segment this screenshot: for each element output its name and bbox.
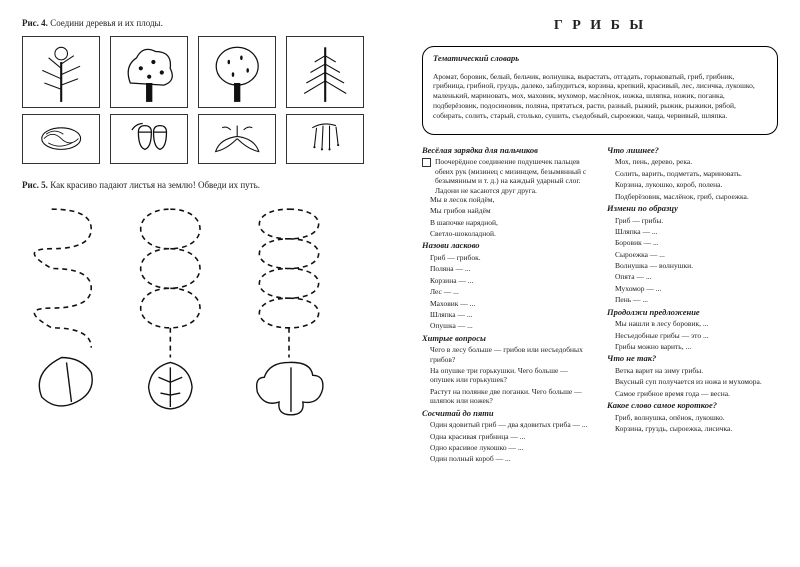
b-s2-l2: Боровик — ... (615, 238, 778, 247)
a-s3-list: Чего в лесу больше — грибов или несъедоб… (422, 345, 593, 405)
a-s1-l2: В шапочке нарядной, (430, 218, 593, 227)
fig5-caption: Рис. 5. Как красиво падают листья на зем… (22, 180, 378, 190)
a-s3-title: Хитрые вопросы (422, 333, 593, 344)
a-s3-l0: Чего в лесу больше — грибов или несъедоб… (430, 345, 593, 364)
tree-cell-2 (110, 36, 188, 108)
b-s1-list: Мох, пень, дерево, река. Солить, варить,… (607, 157, 778, 201)
b-s5-title: Какое слово самое короткое? (607, 400, 778, 411)
a-s1-note-wrap: Поочерёдное соединение подушечек пальцев… (422, 157, 593, 195)
b-s2-l6: Мухомор — ... (615, 284, 778, 293)
b-s3-l1: Несъедобные грибы — это ... (615, 331, 778, 340)
fig5-text: Как красиво падают листья на землю! Обве… (50, 180, 260, 190)
maple-seed-icon (203, 117, 271, 160)
fig4-caption: Рис. 4. Соедини деревья и их плоды. (22, 18, 378, 28)
a-s4-list: Один ядовитый гриб — два ядовитых гриба … (422, 420, 593, 464)
a-s2-l6: Опушка — ... (430, 321, 593, 330)
acorn-icon (115, 117, 183, 160)
vocab-body: Аромат, боровик, белый, бельчик, волнушк… (433, 72, 767, 121)
fig4-text: Соедини деревья и их плоды. (50, 18, 163, 28)
b-s2-l7: Пень — ... (615, 295, 778, 304)
tree-cell-3 (198, 36, 276, 108)
a-s2-l0: Гриб — грибок. (430, 253, 593, 262)
fruit-cell-4 (286, 114, 364, 164)
a-s1-l3: Светло-шоколадной. (430, 229, 593, 238)
tree-fruit-grid (22, 36, 378, 164)
b-s5-l0: Гриб, волнушка, опёнок, лукошко. (615, 413, 778, 422)
a-s2-l2: Корзина — ... (430, 276, 593, 285)
fig5-label: Рис. 5. (22, 180, 48, 190)
leaf-paths-svg (22, 198, 378, 428)
b-s5-l1: Корзина, груздь, сыроежка, лисичка. (615, 424, 778, 433)
right-page: Г Р И Б Ы Тематический словарь Аромат, б… (400, 0, 800, 567)
tree-4-icon (291, 41, 359, 104)
a-s4-l0: Один ядовитый гриб — два ядовитых гриба … (430, 420, 593, 429)
fig4-label: Рис. 4. (22, 18, 48, 28)
b-s2-l1: Шляпка — ... (615, 227, 778, 236)
a-s2-list: Гриб — грибок. Поляна — ... Корзина — ..… (422, 253, 593, 331)
tree-cell-4 (286, 36, 364, 108)
a-s4-l1: Одна красивая грибница — ... (430, 432, 593, 441)
a-s1-l0: Мы в лесок пойдём, (430, 195, 593, 204)
b-s2-list: Гриб — грибы. Шляпка — ... Боровик — ...… (607, 216, 778, 305)
b-s4-l0: Ветка варит на зиму грибы. (615, 366, 778, 375)
fruit-cell-1 (22, 114, 100, 164)
tree-1-icon (27, 41, 95, 104)
a-s2-l4: Маховик — ... (430, 299, 593, 308)
a-s1-verse: Мы в лесок пойдём, Мы грибов найдём В ша… (422, 195, 593, 239)
b-s2-l0: Гриб — грибы. (615, 216, 778, 225)
tree-3-icon (203, 41, 271, 104)
b-s4-l2: Самое грибное время года — весна. (615, 389, 778, 398)
a-s3-l1: На опушке три горькушки. Чего больше — о… (430, 366, 593, 385)
a-s2-l5: Шляпка — ... (430, 310, 593, 319)
b-s3-l2: Грибы можно варить, ... (615, 342, 778, 351)
tree-cell-1 (22, 36, 100, 108)
a-s2-l1: Поляна — ... (430, 264, 593, 273)
b-s1-l1: Солить, варить, подметать, мариновать. (615, 169, 778, 178)
a-s4-l3: Один полный короб — ... (430, 454, 593, 463)
a-s1-note: Поочерёдное соединение подушечек пальцев… (435, 157, 593, 195)
b-s3-l0: Мы нашли в лесу боровик, ... (615, 319, 778, 328)
b-s2-title: Измени по образцу (607, 203, 778, 214)
vocab-title: Тематический словарь (433, 53, 767, 64)
a-s2-l3: Лес — ... (430, 287, 593, 296)
b-s1-l2: Корзина, лукошко, короб, полена. (615, 180, 778, 189)
fruit-cell-2 (110, 114, 188, 164)
vocab-box: Тематический словарь Аромат, боровик, бе… (422, 46, 778, 135)
b-s1-l0: Мох, пень, дерево, река. (615, 157, 778, 166)
b-s3-list: Мы нашли в лесу боровик, ... Несъедобные… (607, 319, 778, 351)
content-columns: Весёлая зарядка для пальчиков Поочерёдно… (422, 145, 778, 466)
b-s2-l4: Волнушка — волнушки. (615, 261, 778, 270)
a-s1-l1: Мы грибов найдём (430, 206, 593, 215)
cone-icon (27, 117, 95, 160)
a-s3-l2: Растут на полянке две поганки. Чего боль… (430, 387, 593, 406)
b-s4-l1: Вкусный суп получается из ножа и мухомор… (615, 377, 778, 386)
fruit-cell-3 (198, 114, 276, 164)
b-s2-l5: Опята — ... (615, 272, 778, 281)
catkin-icon (291, 117, 359, 160)
column-b: Что лишнее? Мох, пень, дерево, река. Сол… (607, 145, 778, 466)
a-s4-l2: Одно красивое лукошко — ... (430, 443, 593, 452)
b-s1-title: Что лишнее? (607, 145, 778, 156)
a-s1-title: Весёлая зарядка для пальчиков (422, 145, 593, 156)
b-s3-title: Продолжи предложение (607, 307, 778, 318)
checkbox-icon (422, 158, 431, 167)
b-s5-list: Гриб, волнушка, опёнок, лукошко. Корзина… (607, 413, 778, 434)
a-s4-title: Сосчитай до пяти (422, 408, 593, 419)
b-s2-l3: Сыроежка — ... (615, 250, 778, 259)
leaf-tracing-area (22, 198, 378, 428)
page-title: Г Р И Б Ы (422, 18, 778, 34)
tree-2-icon (115, 41, 183, 104)
b-s4-list: Ветка варит на зиму грибы. Вкусный суп п… (607, 366, 778, 398)
a-s2-title: Назови ласково (422, 240, 593, 251)
column-a: Весёлая зарядка для пальчиков Поочерёдно… (422, 145, 593, 466)
left-page: Рис. 4. Соедини деревья и их плоды. (0, 0, 400, 567)
b-s1-l3: Подберёзовик, маслёнок, гриб, сыроежка. (615, 192, 778, 201)
b-s4-title: Что не так? (607, 353, 778, 364)
